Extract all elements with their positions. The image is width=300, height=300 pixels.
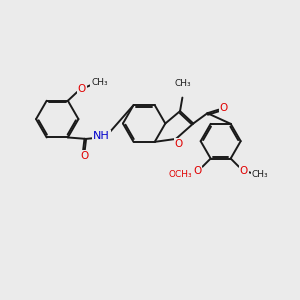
Text: CH₃: CH₃ bbox=[252, 170, 268, 179]
Text: O: O bbox=[240, 166, 248, 176]
Text: CH₃: CH₃ bbox=[91, 78, 108, 87]
Text: O: O bbox=[220, 103, 228, 113]
Text: NH: NH bbox=[93, 131, 110, 141]
Text: O: O bbox=[175, 139, 183, 149]
Text: OCH₃: OCH₃ bbox=[169, 170, 192, 179]
Text: O: O bbox=[80, 151, 89, 161]
Text: O: O bbox=[78, 84, 86, 94]
Text: CH₃: CH₃ bbox=[174, 80, 191, 88]
Text: O: O bbox=[193, 166, 202, 176]
